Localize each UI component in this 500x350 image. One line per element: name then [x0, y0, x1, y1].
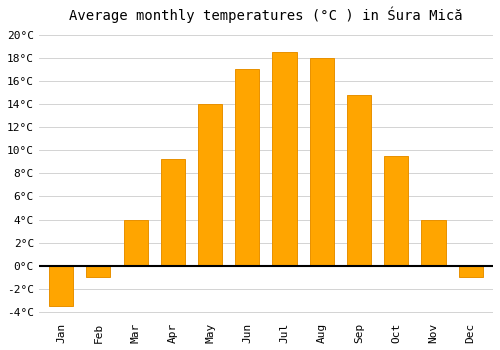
Bar [384, 156, 408, 266]
Bar [422, 220, 446, 266]
Bar [86, 266, 110, 278]
Bar [198, 104, 222, 266]
Bar [458, 266, 483, 278]
Title: Average monthly temperatures (°C ) in Śura Mică: Average monthly temperatures (°C ) in Śu… [69, 7, 462, 23]
Bar [235, 69, 260, 266]
Bar [49, 266, 73, 306]
Bar [124, 220, 148, 266]
Bar [272, 52, 296, 266]
Bar [160, 160, 185, 266]
Bar [310, 58, 334, 266]
Bar [347, 95, 371, 266]
